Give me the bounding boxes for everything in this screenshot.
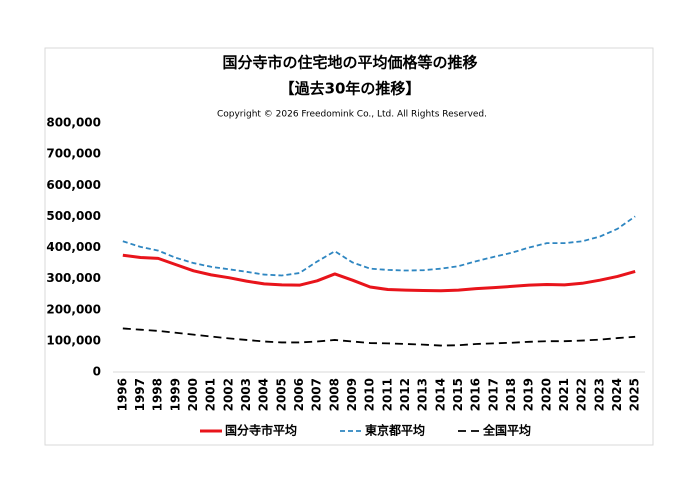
x-tick-label: 2013 [416,378,430,411]
chart-title: 国分寺市の住宅地の平均価格等の推移 [222,54,477,72]
y-tick-label: 300,000 [46,271,101,285]
y-tick-label: 700,000 [46,147,101,161]
x-tick-label: 2022 [575,378,589,411]
x-tick-label: 2018 [504,378,518,411]
x-tick-label: 2024 [610,378,624,411]
series-line [122,253,636,293]
x-tick-label: 2002 [221,378,235,411]
y-tick-label: 500,000 [46,209,101,223]
x-tick-label: 2005 [274,378,288,411]
chart-frame [44,47,654,446]
y-tick-label: 200,000 [46,302,101,316]
x-tick-label: 2011 [380,378,394,411]
x-tick-label: 2001 [204,378,218,411]
x-tick-label: 2021 [557,378,571,411]
x-tick-label: 2023 [592,378,606,411]
x-tick-label: 2012 [398,378,412,411]
series-line [122,327,636,347]
x-tick-label: 2000 [186,378,200,411]
x-tick-label: 2010 [363,378,377,411]
y-tick-label: 600,000 [46,178,101,192]
x-tick-label: 2025 [628,378,642,411]
x-tick-label: 1996 [115,378,129,411]
x-tick-label: 2020 [539,378,553,411]
x-tick-label: 1998 [151,378,165,411]
x-tick-label: 2009 [345,378,359,411]
x-tick-label: 1997 [133,378,147,411]
x-tick-label: 1999 [168,378,182,411]
x-tick-label: 2008 [327,378,341,411]
chart-subtitle: 【過去30年の推移】 [280,80,421,98]
y-tick-label: 400,000 [46,240,101,254]
legend-label: 国分寺市平均 [225,423,297,438]
y-tick-label: 0 [93,365,101,379]
y-tick-label: 800,000 [46,116,101,130]
copyright: Copyright © 2026 Freedomink Co., Ltd. Al… [217,110,487,120]
legend-label: 全国平均 [482,423,531,438]
x-tick-label: 2017 [486,378,500,411]
series-line [122,215,636,277]
x-tick-label: 2006 [292,378,306,411]
x-tick-label: 2003 [239,378,253,411]
x-tick-label: 2014 [433,378,447,411]
legend-label: 東京都平均 [365,423,425,438]
x-tick-label: 2015 [451,378,465,411]
x-tick-label: 2004 [257,378,271,411]
y-tick-label: 100,000 [46,333,101,347]
x-tick-label: 2007 [310,378,324,411]
x-tick-label: 2019 [522,378,536,411]
x-tick-label: 2016 [469,378,483,411]
